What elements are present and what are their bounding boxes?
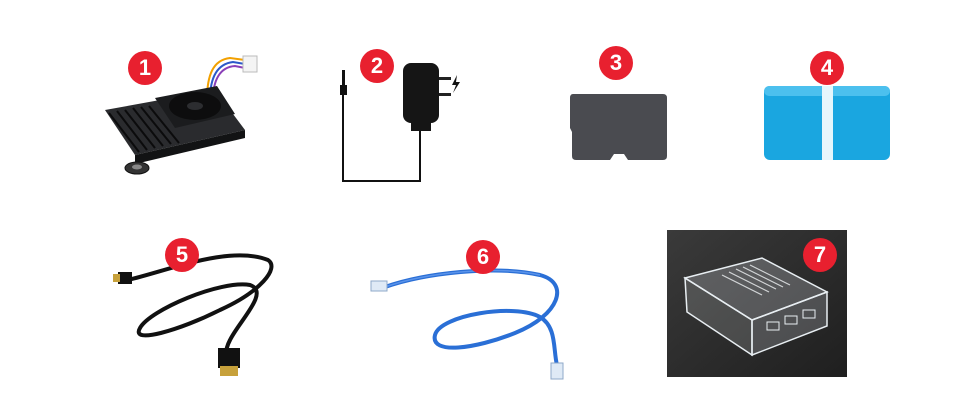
clear-case — [667, 230, 847, 377]
micro-sd-card-icon — [570, 94, 667, 160]
badge-1: 1 — [128, 51, 162, 85]
power-adapter — [335, 55, 465, 190]
heatsink-fan-icon — [105, 55, 258, 175]
ethernet-cable — [365, 255, 585, 385]
blue-case-icon — [764, 86, 890, 160]
heatsink-with-fan — [95, 40, 265, 185]
badge-7: 7 — [803, 238, 837, 272]
card-reader-case — [762, 84, 892, 162]
hdmi-cable — [110, 240, 280, 390]
micro-sd-card — [568, 92, 668, 164]
badge-2: 2 — [360, 49, 394, 83]
badge-6: 6 — [466, 240, 500, 274]
hdmi-cable-icon — [113, 253, 274, 376]
ethernet-cable-icon — [370, 268, 564, 380]
badge-5: 5 — [165, 238, 199, 272]
badge-3: 3 — [599, 46, 633, 80]
power-adapter-icon — [340, 63, 460, 182]
badge-4: 4 — [810, 51, 844, 85]
